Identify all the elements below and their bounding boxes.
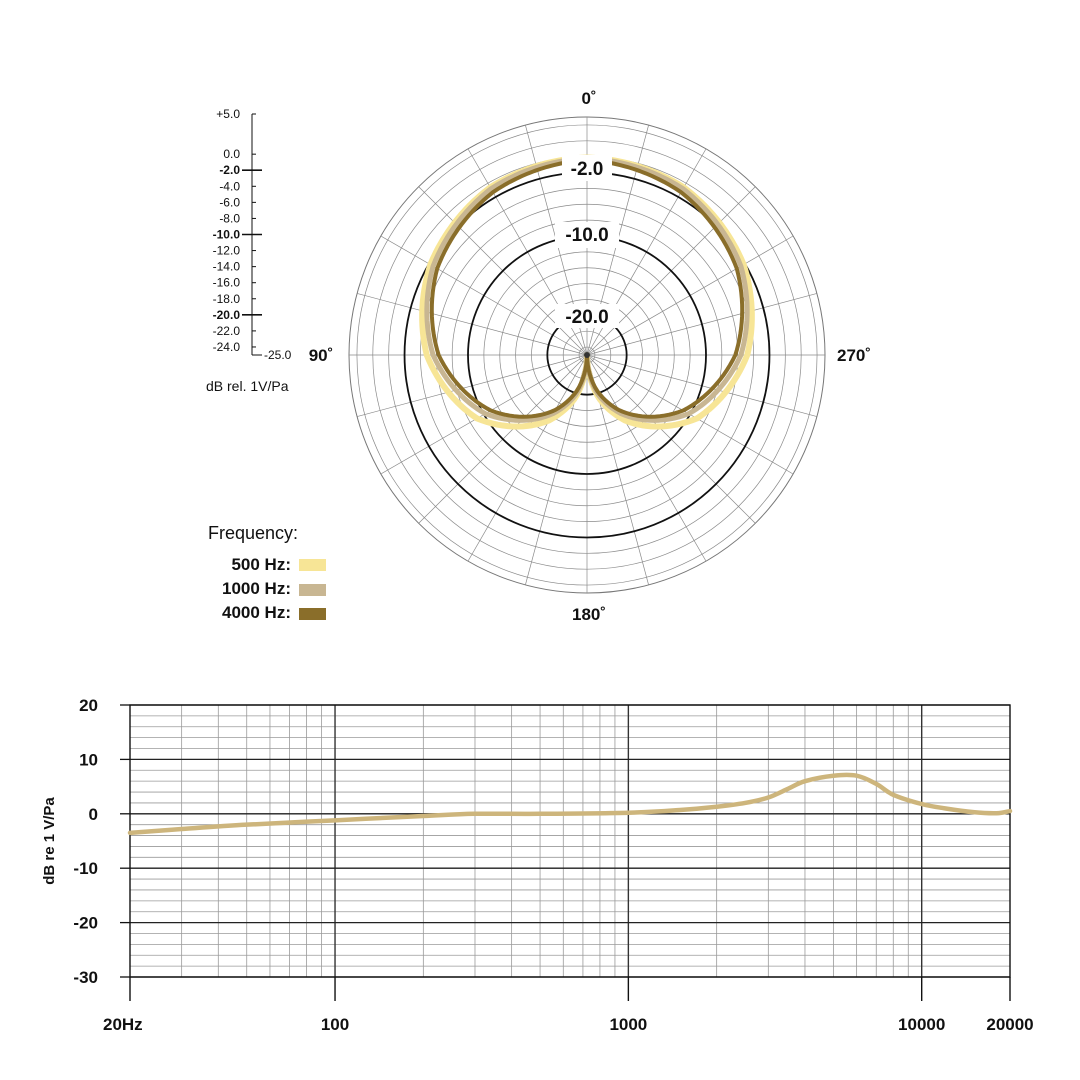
legend: Frequency: 500 Hz: 1000 Hz: 4000 Hz: (208, 523, 326, 622)
db-scale-tick-label: -20.0 (213, 308, 241, 322)
fr-y-tick-label: 0 (89, 805, 98, 824)
polar-center-marker (584, 352, 590, 358)
angle-label-0: 0˚ (581, 89, 596, 108)
ring-label-bg (555, 304, 619, 328)
angle-label-270: 270˚ (837, 346, 871, 365)
fr-frame (129, 704, 1011, 978)
db-scale-tick-label: -16.0 (213, 276, 241, 290)
db-scale-tick-label: 0.0 (223, 147, 240, 161)
db-scale-unit-label: dB rel. 1V/Pa (206, 378, 289, 394)
angle-label-90: 90˚ (309, 346, 334, 365)
db-scale-bottom-label: -25.0 (264, 348, 292, 362)
ring-label-minus-20: -20.0 (565, 307, 608, 328)
legend-label-4000hz: 4000 Hz: (222, 603, 291, 622)
ring-label-minus-2: -2.0 (571, 159, 604, 180)
db-scale-tick-label: -18.0 (213, 292, 241, 306)
ring-label-bg (562, 155, 612, 181)
db-scale: +5.0 0.0 -2.0 -4.0 -6.0 -8.0 -10.0 -12.0 -14.0 -1… (213, 107, 262, 356)
db-scale-tick-label: -8.0 (219, 211, 240, 225)
db-scale-tick-label: -10.0 (213, 228, 241, 242)
db-scale-tick-label: -22.0 (213, 324, 241, 338)
fr-x-tick-label: 20Hz (103, 1015, 143, 1034)
fr-series-line (127, 772, 1013, 836)
fr-y-tick-label: -10 (73, 859, 98, 878)
db-scale-tick-label: -4.0 (219, 179, 240, 193)
fr-x-tick-label: 100 (321, 1015, 349, 1034)
legend-swatch-4000hz (299, 608, 326, 620)
legend-label-1000hz: 1000 Hz: (222, 579, 291, 598)
polar-pattern-chart: 0˚ 90˚ 180˚ 270˚ -2.0 -10.0 -20.0 +5.0 0.… (206, 89, 871, 624)
fr-y-axis-label: dB re 1 V/Pa (41, 797, 58, 885)
fr-x-tick-label: 20000 (986, 1015, 1033, 1034)
db-scale-tick-label: -2.0 (219, 163, 240, 177)
db-scale-tick-label: +5.0 (216, 107, 240, 121)
ring-label-bg (555, 222, 619, 248)
legend-swatch-1000hz (299, 584, 326, 596)
fr-y-tick-label: 10 (79, 750, 98, 769)
db-scale-tick-label: -24.0 (213, 340, 241, 354)
legend-title: Frequency: (208, 523, 298, 543)
fr-y-tick-label: 20 (79, 696, 98, 715)
fr-x-tick-label: 10000 (898, 1015, 945, 1034)
db-scale-tick-label: -6.0 (219, 195, 240, 209)
legend-swatch-500hz (299, 559, 326, 571)
db-scale-tick-label: -14.0 (213, 260, 241, 274)
fr-grid (129, 704, 1011, 978)
fr-x-tick-label: 1000 (609, 1015, 647, 1034)
db-scale-tick-label: -12.0 (213, 244, 241, 258)
ring-label-minus-10: -10.0 (565, 225, 608, 246)
fr-y-tick-label: -20 (73, 914, 98, 933)
legend-label-500hz: 500 Hz: (231, 555, 291, 574)
angle-label-180: 180˚ (572, 605, 606, 624)
polar-grid (348, 116, 826, 594)
fr-series (127, 772, 1013, 836)
fr-y-tick-label: -30 (73, 968, 98, 987)
